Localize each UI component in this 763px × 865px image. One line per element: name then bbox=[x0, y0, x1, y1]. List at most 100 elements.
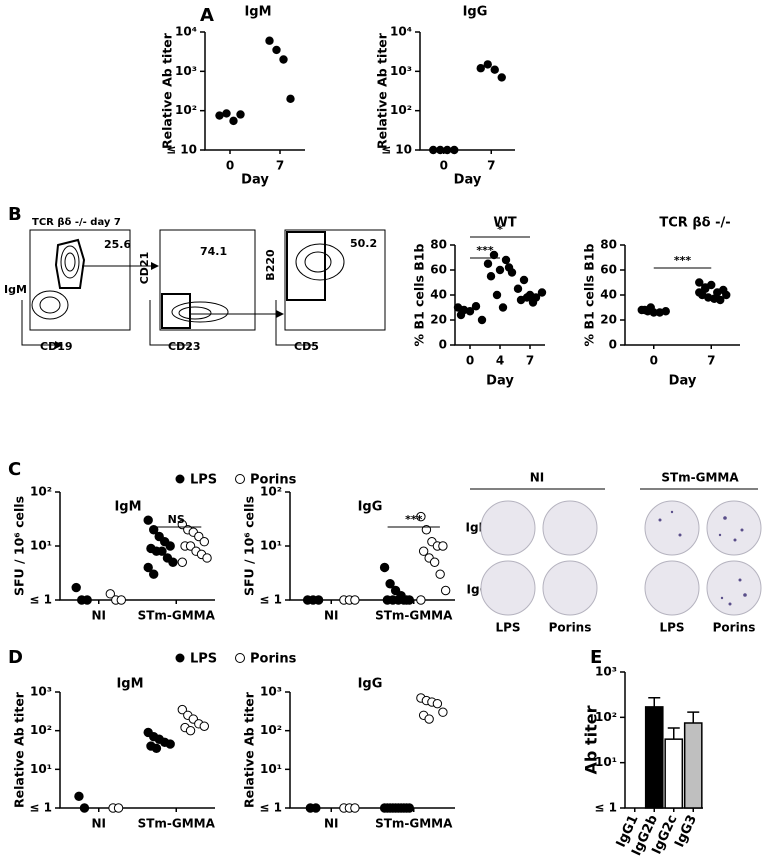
x-tick-label: 0 bbox=[226, 159, 234, 173]
y-tick-label: 10² bbox=[30, 723, 52, 737]
point bbox=[74, 791, 84, 802]
point bbox=[495, 265, 505, 275]
well bbox=[542, 500, 598, 556]
point bbox=[286, 94, 295, 104]
y-tick-label: 10¹ bbox=[30, 539, 52, 553]
legend-marker bbox=[175, 474, 185, 484]
flow-x-label: CD23 bbox=[168, 340, 201, 353]
flow-plots bbox=[21, 229, 386, 349]
y-tick-label: 10¹ bbox=[30, 762, 52, 776]
axis-arrow bbox=[149, 300, 190, 346]
point bbox=[695, 278, 704, 287]
contour bbox=[39, 296, 61, 314]
axis bbox=[419, 32, 515, 151]
contour bbox=[295, 243, 345, 281]
y-tick-label: ≤ 1 bbox=[594, 801, 617, 815]
elispot-column: STm-GMMA bbox=[661, 471, 739, 485]
chart-title: WT bbox=[493, 216, 516, 231]
point bbox=[416, 595, 426, 605]
point bbox=[116, 595, 127, 605]
point bbox=[436, 145, 445, 155]
flow-x-label: CD19 bbox=[40, 340, 73, 353]
point bbox=[476, 64, 485, 73]
point bbox=[313, 595, 324, 605]
gate bbox=[54, 238, 86, 289]
chart-title: IgG bbox=[358, 500, 383, 515]
point bbox=[151, 743, 162, 753]
significance-label: *** bbox=[674, 254, 692, 267]
point bbox=[416, 511, 426, 522]
point bbox=[418, 546, 429, 556]
point bbox=[199, 721, 210, 731]
panel-label: A bbox=[200, 5, 214, 26]
x-tick-label: 0 bbox=[466, 354, 474, 368]
point bbox=[404, 595, 415, 605]
spot bbox=[720, 596, 724, 600]
contour bbox=[178, 306, 212, 320]
point bbox=[350, 803, 360, 813]
point bbox=[456, 310, 466, 320]
point bbox=[435, 569, 445, 579]
flow-x-label: CD5 bbox=[294, 340, 319, 353]
point bbox=[465, 307, 475, 316]
y-tick-label: 40 bbox=[430, 288, 447, 302]
point bbox=[483, 60, 492, 69]
point bbox=[165, 739, 175, 749]
point bbox=[438, 541, 448, 551]
y-tick-label: 10² bbox=[595, 710, 617, 724]
point bbox=[199, 537, 210, 547]
spot bbox=[678, 533, 682, 537]
point bbox=[421, 525, 432, 535]
legend-label: Porins bbox=[250, 652, 297, 667]
point bbox=[202, 553, 212, 563]
point bbox=[432, 698, 443, 709]
y-tick-label: ≤ 10 bbox=[381, 143, 412, 157]
spot bbox=[733, 538, 737, 542]
y-axis-label: SFU / 10⁶ cells bbox=[12, 496, 27, 596]
point bbox=[519, 275, 529, 285]
legend-marker bbox=[235, 653, 245, 663]
x-tick-label: 0 bbox=[440, 159, 448, 173]
contour bbox=[171, 301, 229, 323]
y-tick-label: ≤ 1 bbox=[29, 801, 52, 815]
y-axis-label: Relative Ab titer bbox=[375, 32, 390, 149]
point bbox=[265, 36, 274, 45]
y-tick-label: ≤ 1 bbox=[259, 801, 282, 815]
point bbox=[429, 557, 440, 567]
flow-frame bbox=[159, 229, 256, 331]
spots bbox=[658, 510, 747, 606]
y-tick-label: 10¹ bbox=[260, 539, 282, 553]
point bbox=[489, 250, 499, 260]
x-tick-label: 7 bbox=[707, 354, 715, 368]
point bbox=[229, 116, 238, 126]
x-tick-label: NI bbox=[324, 609, 339, 623]
point bbox=[385, 579, 395, 589]
axis bbox=[289, 692, 455, 809]
point bbox=[471, 302, 481, 311]
contour bbox=[60, 245, 80, 279]
point bbox=[490, 65, 499, 74]
gate bbox=[286, 231, 326, 301]
x-tick-label: STm-GMMA bbox=[138, 609, 216, 623]
point bbox=[501, 255, 511, 265]
gate-value: 50.2 bbox=[350, 237, 377, 250]
well bbox=[480, 500, 536, 556]
y-tick-label: 80 bbox=[600, 238, 617, 252]
spot bbox=[743, 593, 747, 597]
point bbox=[215, 111, 224, 120]
x-tick-label: NI bbox=[324, 817, 339, 831]
spot bbox=[738, 578, 742, 582]
point bbox=[438, 707, 448, 717]
well-label: Porins bbox=[549, 621, 592, 635]
point bbox=[82, 595, 92, 605]
spot bbox=[658, 518, 662, 522]
chart-title: IgM bbox=[116, 677, 143, 692]
point bbox=[177, 557, 188, 567]
x-tick-label: 0 bbox=[650, 354, 658, 368]
x-tick-label: 7 bbox=[276, 159, 284, 173]
point bbox=[350, 595, 360, 605]
y-tick-label: 80 bbox=[430, 238, 447, 252]
point bbox=[661, 307, 670, 316]
y-axis-label: Relative Ab titer bbox=[160, 32, 175, 149]
gate-value: 74.1 bbox=[200, 245, 227, 258]
